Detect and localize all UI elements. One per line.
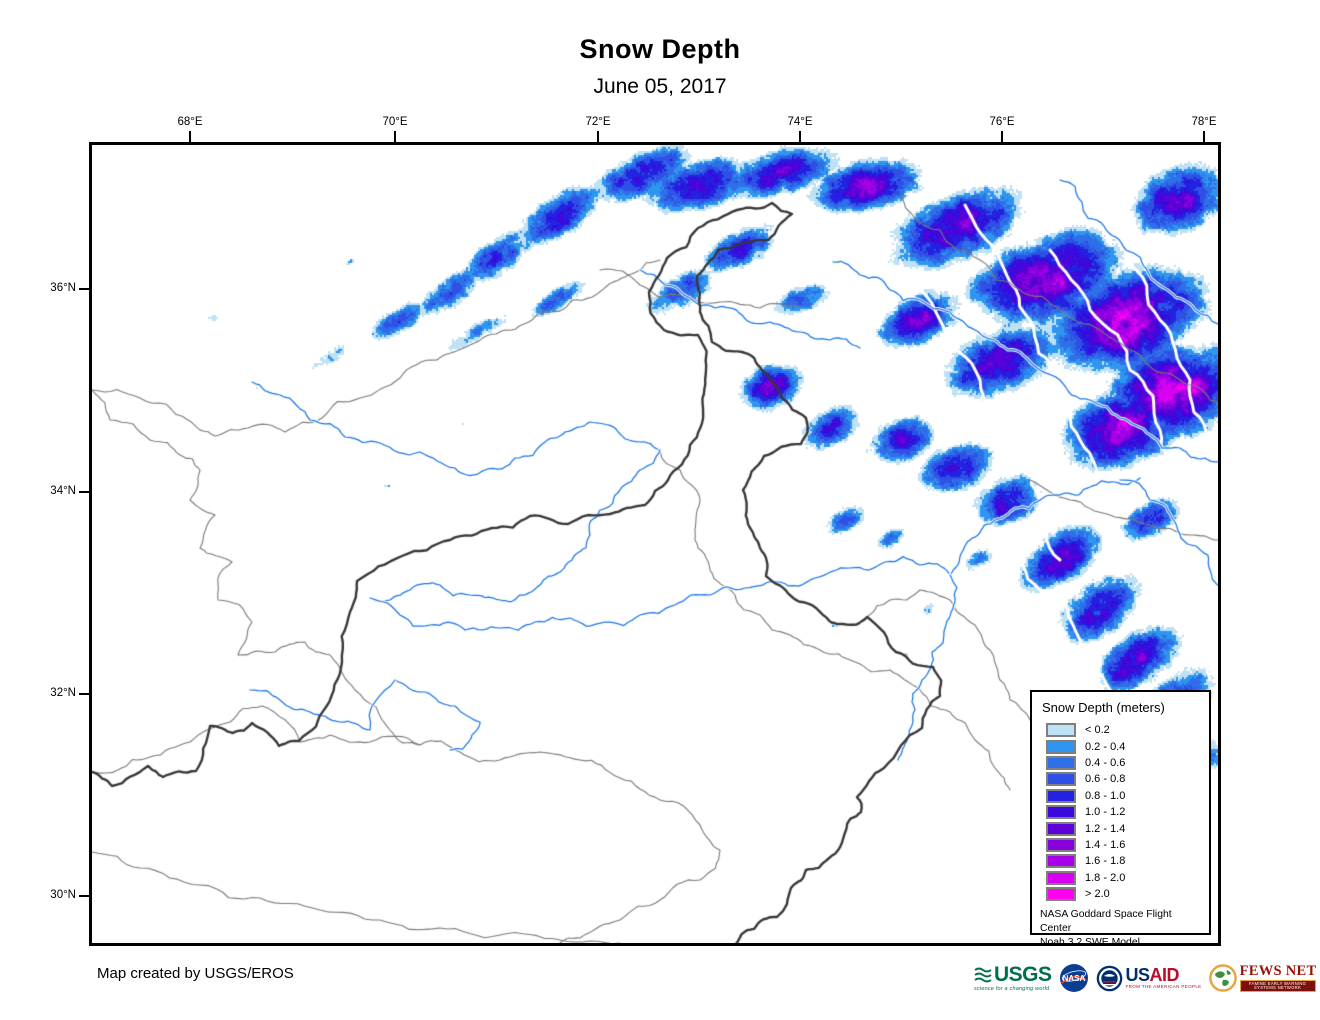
- fewsnet-wordmark: FEWS NET: [1239, 963, 1317, 980]
- usgs-logo: USGS science for a changing world: [974, 962, 1052, 992]
- x-axis-label: 68°E: [177, 116, 203, 128]
- fewsnet-tagline-bar: FAMINE EARLY WARNING SYSTEMS NETWORK: [1239, 979, 1316, 992]
- legend-swatch: [1046, 837, 1076, 852]
- legend-note: NASA Goddard Space Flight Center Noah 3.…: [1040, 908, 1205, 949]
- x-axis-tick: [597, 131, 599, 143]
- fewsnet-logo: FEWS NET FAMINE EARLY WARNING SYSTEMS NE…: [1208, 963, 1317, 992]
- usgs-wordmark: USGS: [994, 962, 1052, 986]
- logo-strip: USGS science for a changing world NASA: [974, 956, 1317, 1000]
- page-title: Snow Depth: [579, 34, 741, 64]
- usgs-waves-icon: [974, 967, 992, 982]
- y-axis-tick: [79, 491, 91, 493]
- legend-title: Snow Depth (meters): [1042, 700, 1165, 715]
- nasa-logo: NASA: [1059, 963, 1089, 993]
- legend-entry: > 2.0: [1040, 886, 1205, 902]
- legend-entry-label: 1.8 - 2.0: [1085, 871, 1126, 884]
- legend-swatch: [1046, 772, 1076, 787]
- usaid-tagline: FROM THE AMERICAN PEOPLE: [1125, 984, 1202, 990]
- x-axis-tick: [1203, 131, 1205, 143]
- y-axis-label: 36°N: [50, 282, 76, 294]
- y-axis-label: 30°N: [50, 889, 76, 901]
- legend-entry: 0.4 - 0.6: [1040, 755, 1205, 771]
- fewsnet-tagline: FAMINE EARLY WARNING SYSTEMS NETWORK: [1240, 980, 1315, 991]
- x-axis-tick: [394, 131, 396, 143]
- legend-entry-label: 1.2 - 1.4: [1085, 822, 1126, 835]
- x-axis-label: 76°E: [989, 116, 1015, 128]
- credit-text: Map created by USGS/EROS: [97, 965, 294, 982]
- legend-entry: 0.8 - 1.0: [1040, 788, 1205, 804]
- y-axis-label: 34°N: [50, 485, 76, 497]
- legend-entry-label: 0.6 - 0.8: [1085, 773, 1126, 786]
- legend-entry-label: 1.0 - 1.2: [1085, 806, 1126, 819]
- legend-entry: 1.8 - 2.0: [1040, 870, 1205, 886]
- legend-note-line2: Noah 3.2 SWE Model.: [1040, 936, 1143, 948]
- legend-entry-label: 1.4 - 1.6: [1085, 838, 1126, 851]
- legend-box: Snow Depth (meters) < 0.2 0.2 - 0.4 0.4 - …: [1030, 690, 1211, 948]
- legend-swatch: [1046, 887, 1076, 902]
- usaid-us-text: US: [1125, 965, 1151, 986]
- legend-entry-label: 0.2 - 0.4: [1085, 740, 1126, 753]
- legend-entry: 1.0 - 1.2: [1040, 804, 1205, 820]
- nasa-meatball-icon: NASA: [1059, 964, 1088, 992]
- usaid-logo: USAID FROM THE AMERICAN PEOPLE: [1096, 965, 1202, 992]
- legend-swatch: [1046, 788, 1076, 803]
- legend-entry: 0.6 - 0.8: [1040, 771, 1205, 787]
- page-subtitle: June 05, 2017: [593, 75, 727, 98]
- x-axis-tick: [189, 131, 191, 143]
- usaid-aid-text: AID: [1149, 965, 1180, 986]
- legend-swatch: [1046, 805, 1076, 820]
- x-axis-label: 74°E: [787, 116, 813, 128]
- usgs-tagline: science for a changing world: [974, 985, 1050, 992]
- legend-rows: < 0.2 0.2 - 0.4 0.4 - 0.6 0.6 - 0.8 0.8 - 1.…: [1040, 722, 1205, 902]
- legend-note-line1: NASA Goddard Space Flight Center: [1040, 909, 1172, 935]
- fewsnet-globe-icon: [1208, 964, 1237, 992]
- legend-entry-label: > 2.0: [1085, 888, 1110, 901]
- legend-entry: 1.2 - 1.4: [1040, 820, 1205, 836]
- legend-entry-label: 1.6 - 1.8: [1085, 855, 1126, 868]
- svg-text:NASA: NASA: [1062, 974, 1085, 983]
- usaid-seal-icon: [1096, 965, 1122, 991]
- legend-entry-label: 0.8 - 1.0: [1085, 789, 1126, 802]
- legend-entry: 1.6 - 1.8: [1040, 853, 1205, 869]
- x-axis-label: 78°E: [1191, 116, 1217, 128]
- legend-swatch: [1046, 739, 1076, 754]
- x-axis-tick: [799, 131, 801, 143]
- legend-entry: 1.4 - 1.6: [1040, 837, 1205, 853]
- y-axis-tick: [79, 895, 91, 897]
- legend-entry-label: < 0.2: [1085, 724, 1110, 737]
- y-axis-label: 32°N: [50, 687, 76, 699]
- x-axis-tick: [1001, 131, 1003, 143]
- legend-swatch: [1046, 821, 1076, 836]
- y-axis-tick: [79, 693, 91, 695]
- legend-swatch: [1046, 854, 1076, 869]
- x-axis-label: 72°E: [585, 116, 611, 128]
- y-axis-tick: [79, 288, 91, 290]
- legend-swatch: [1046, 870, 1076, 885]
- legend-swatch: [1046, 755, 1076, 770]
- x-axis-label: 70°E: [382, 116, 408, 128]
- legend-swatch: [1046, 723, 1076, 738]
- legend-entry-label: 0.4 - 0.6: [1085, 756, 1126, 769]
- legend-entry: < 0.2: [1040, 722, 1205, 738]
- legend-entry: 0.2 - 0.4: [1040, 738, 1205, 754]
